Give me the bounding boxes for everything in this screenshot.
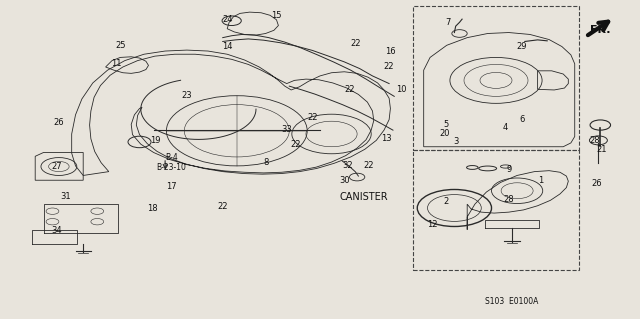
Text: 29: 29 [516,42,527,51]
Text: 15: 15 [271,11,282,20]
Text: 26: 26 [54,118,64,127]
Text: 26: 26 [592,179,602,188]
Text: 20: 20 [440,130,450,138]
Text: 4: 4 [503,123,508,132]
Text: 27: 27 [51,162,61,171]
Text: 30: 30 [339,176,349,185]
Bar [413,150,579,270]
Text: S103  E0100A: S103 E0100A [485,297,539,306]
Text: 22: 22 [307,113,317,122]
Text: B-4
B-23-10: B-4 B-23-10 [157,153,186,172]
Text: FR.: FR. [590,25,611,35]
Text: 22: 22 [345,85,355,94]
Text: 31: 31 [61,192,71,201]
Text: 28: 28 [590,136,600,145]
Text: 22: 22 [384,63,394,71]
Text: 21: 21 [596,145,607,154]
Text: 14: 14 [222,42,232,51]
Text: 8: 8 [263,158,268,167]
Text: 22: 22 [351,39,361,48]
Text: 22: 22 [218,202,228,211]
Text: 6: 6 [519,115,524,124]
Text: 34: 34 [51,226,61,235]
Text: 13: 13 [381,134,391,143]
Text: 33: 33 [282,125,292,134]
Text: 22: 22 [291,140,301,149]
Text: 7: 7 [445,18,451,27]
Text: 19: 19 [150,136,161,145]
Text: 23: 23 [182,91,192,100]
Text: 25: 25 [115,41,125,50]
Text: 12: 12 [427,220,437,229]
Text: 3: 3 [453,137,458,146]
Text: 24: 24 [222,15,232,24]
Text: 18: 18 [147,204,157,213]
Text: 1: 1 [538,176,543,185]
Text: 2: 2 [444,197,449,206]
Text: 28: 28 [504,195,514,204]
Text: 9: 9 [506,165,511,174]
Text: CANISTER: CANISTER [339,192,388,202]
Text: 10: 10 [396,85,406,94]
Bar [413,6,579,150]
Text: 16: 16 [385,47,396,56]
Text: 22: 22 [364,161,374,170]
Text: 5: 5 [444,120,449,129]
Text: 17: 17 [166,182,177,191]
Text: 11: 11 [111,59,122,68]
Text: 32: 32 [342,161,353,170]
